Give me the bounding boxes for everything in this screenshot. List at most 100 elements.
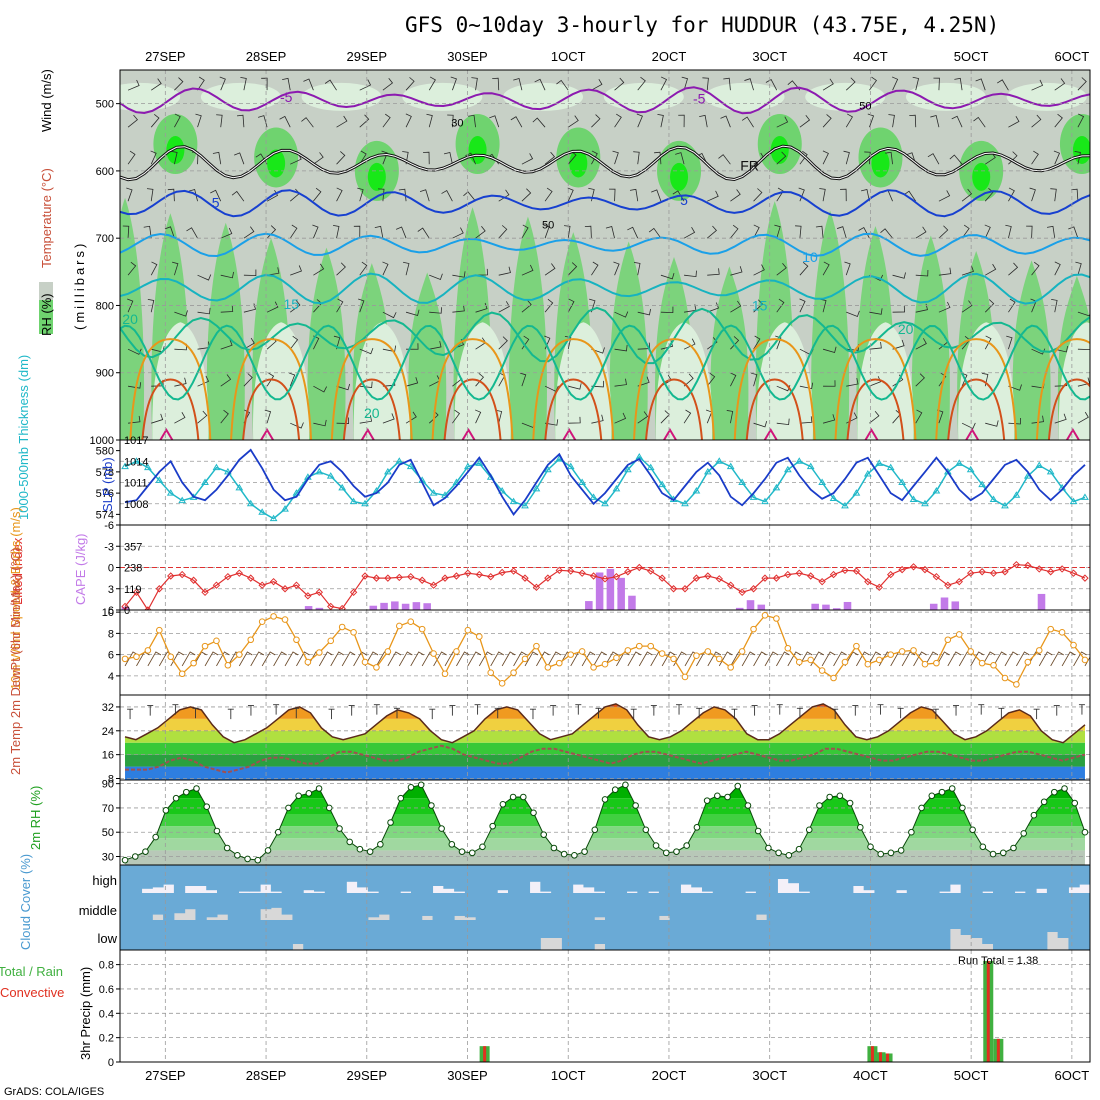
- cape-tick-label: 357: [124, 541, 142, 553]
- cloud-cover-bar: [357, 920, 369, 950]
- wind-barb: [614, 77, 625, 91]
- cloud-cover-bar: [367, 893, 380, 918]
- cloud-cover-bar: [486, 920, 498, 950]
- wind-barb: [266, 301, 279, 313]
- cloud-cover-bar: [928, 893, 940, 920]
- surface-wind-barb: [581, 651, 596, 667]
- rh2m-point: [887, 849, 895, 857]
- min-max-whisker: [575, 704, 582, 715]
- lifted-index-point: [1081, 574, 1089, 582]
- wind-speed-point: [830, 674, 837, 682]
- rh2m-point: [856, 824, 864, 831]
- rh2m-point: [775, 849, 782, 857]
- wind-barb: [799, 382, 814, 390]
- rh2m-point: [162, 807, 170, 814]
- rh2m-point: [213, 827, 221, 835]
- thickness-point: [589, 493, 598, 500]
- wind-speed-point: [270, 613, 277, 620]
- wind-speed-point: [178, 670, 186, 678]
- date-label-top: 3OCT: [752, 49, 787, 64]
- cloud-cover-bar: [120, 920, 132, 950]
- wind-barb: [126, 187, 133, 202]
- min-max-whisker: [751, 705, 758, 716]
- cloud-cover-bar: [734, 893, 746, 920]
- cloud-cover-bar: [680, 920, 692, 950]
- rh2m-point: [540, 831, 548, 838]
- wind-barb: [984, 299, 995, 313]
- lifted-index-point: [487, 573, 495, 581]
- wind-barb: [195, 113, 202, 128]
- thickness-point: [841, 501, 849, 509]
- wind-barb: [730, 300, 742, 313]
- wind-barb: [609, 188, 616, 202]
- wind-barb: [707, 337, 718, 350]
- wind-tick-label: 4: [108, 671, 114, 683]
- contour-label: 20: [898, 321, 914, 337]
- lifted-index-point: [418, 576, 426, 584]
- lifted-index-point: [167, 572, 175, 580]
- temperature-contour-25: [834, 338, 917, 440]
- cape-bar: [304, 606, 313, 610]
- wind-barb: [799, 298, 806, 313]
- wind-barb: [261, 77, 268, 91]
- date-label-top: 1OCT: [551, 49, 586, 64]
- cloud-cover-bar: [766, 920, 778, 950]
- cloud-cover-bar: [605, 865, 617, 893]
- pressure-tick-label: 900: [96, 368, 114, 380]
- wind-barb: [359, 114, 370, 128]
- wind-speed-point: [418, 625, 426, 633]
- wind-barb: [938, 301, 951, 313]
- wind-barb: [591, 380, 604, 388]
- wind-barb: [474, 409, 482, 424]
- cloud-cover-bar: [680, 893, 692, 920]
- cloud-cover-bar: [314, 893, 326, 920]
- contour-label: 20: [364, 405, 380, 421]
- lifted-index-point: [852, 567, 861, 575]
- cloud-cover-bar: [486, 893, 498, 920]
- min-max-whisker: [147, 705, 154, 716]
- cloud-cover-bar: [648, 893, 660, 920]
- wind-barb: [636, 113, 643, 128]
- wind-barb: [869, 410, 880, 424]
- cloud-cover-bar: [540, 865, 552, 892]
- wind-speed-line: [124, 614, 1086, 686]
- cloud-cover-bar: [960, 893, 972, 920]
- lifted-index-point: [818, 577, 826, 586]
- rh-moist-column: [508, 216, 547, 440]
- temperature-contour-35: [461, 427, 476, 440]
- rh2m-point: [509, 793, 517, 801]
- cloud-cover-bar: [335, 893, 347, 920]
- cloud-cover-bar: [723, 920, 735, 950]
- min-max-whisker: [494, 707, 501, 719]
- thickness-point: [235, 483, 244, 491]
- pressure-tick-label: 1000: [90, 435, 114, 447]
- wind-barb: [1008, 262, 1019, 276]
- rh2m-point: [897, 847, 905, 854]
- wind-barb: [336, 115, 348, 128]
- rh2m-point: [601, 796, 609, 803]
- cloud-cover-bar: [238, 865, 250, 892]
- wind-barb: [634, 262, 641, 276]
- date-label-bottom: 30SEP: [447, 1068, 487, 1083]
- surface-wind-barb: [261, 651, 276, 667]
- wind-speed-point: [430, 650, 437, 657]
- thickness-point: [692, 487, 701, 494]
- wind-speed-point: [1047, 625, 1054, 633]
- wind-speed-point: [1070, 641, 1077, 649]
- wind-barb: [127, 261, 137, 276]
- wind-barb: [423, 151, 430, 165]
- wind-barb: [1046, 225, 1056, 239]
- wind-speed-point: [955, 631, 963, 638]
- min-max-whisker: [650, 705, 657, 716]
- surface-wind-barb: [924, 651, 939, 667]
- wind-barb: [799, 150, 808, 165]
- rh2m-point: [254, 856, 262, 864]
- wind-barb: [954, 77, 963, 91]
- wind-barb: [584, 225, 592, 239]
- wind-speed-point: [156, 626, 163, 634]
- cloud-cover-bar: [788, 920, 800, 950]
- cape-tick-label: 119: [124, 584, 142, 596]
- cloud-axis-label: Cloud Cover (%): [18, 854, 33, 950]
- cloud-cover-bar: [885, 865, 897, 893]
- surface-wind-barb: [638, 651, 653, 667]
